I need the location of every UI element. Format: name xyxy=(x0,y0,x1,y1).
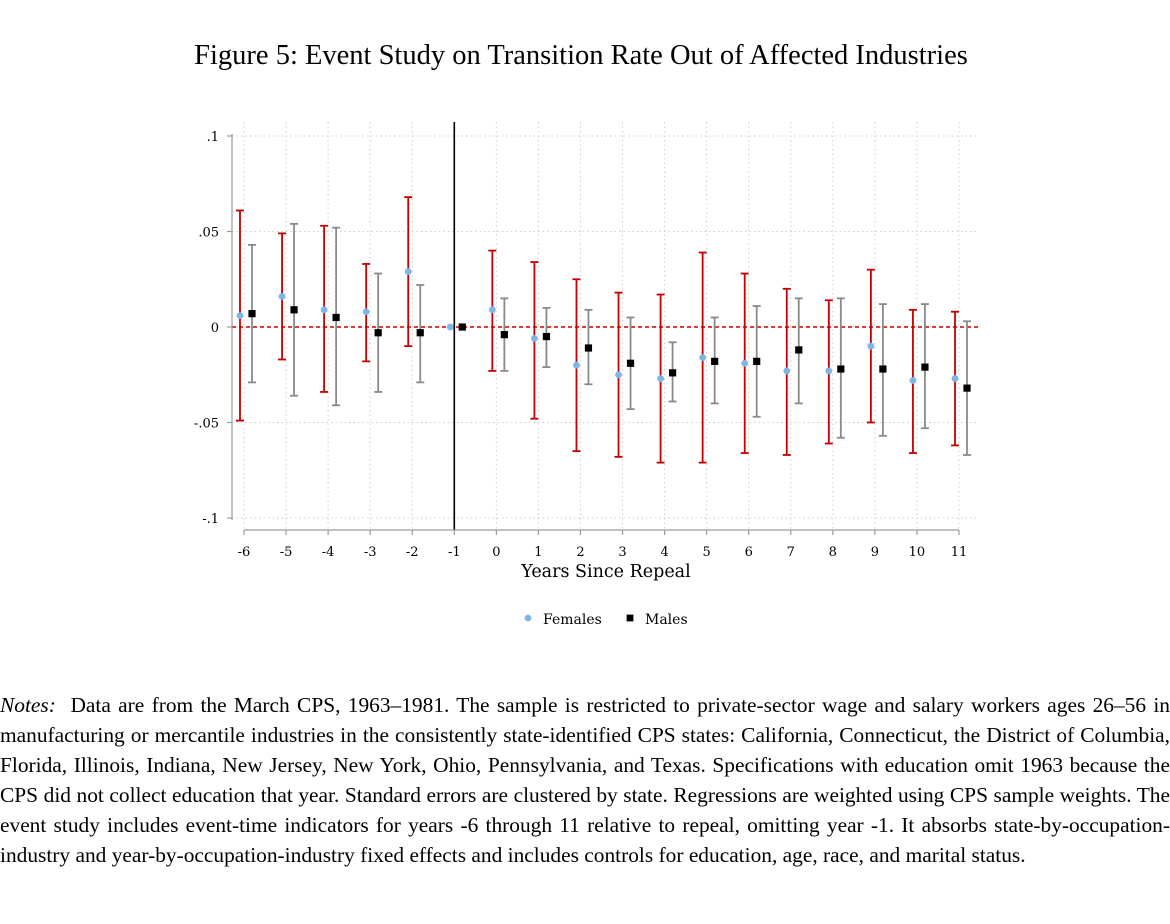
x-axis-label: Years Since Repeal xyxy=(520,562,691,582)
males-point xyxy=(837,365,845,373)
females-point xyxy=(699,354,707,361)
x-tick-label: 11 xyxy=(951,545,968,560)
legend: Females Males xyxy=(524,612,688,628)
x-tick-label: 8 xyxy=(829,545,837,560)
confidence-intervals xyxy=(236,196,971,464)
males-point xyxy=(626,359,635,367)
y-tick-label: 0 xyxy=(211,321,219,336)
y-tick-label: -.05 xyxy=(194,417,219,432)
x-tick-label: 4 xyxy=(660,545,668,560)
x-tick-label: 7 xyxy=(787,545,795,560)
x-tick-label: 10 xyxy=(909,545,926,560)
females-legend-marker xyxy=(524,614,532,622)
females-point xyxy=(531,335,538,342)
notes-text: Data are from the March CPS, 1963–1981. … xyxy=(0,693,1170,867)
gridlines xyxy=(232,122,978,530)
males-point xyxy=(921,363,929,371)
y-tick-label: .1 xyxy=(207,130,219,145)
females-point xyxy=(951,375,959,382)
females-point xyxy=(236,312,244,319)
females-point xyxy=(446,323,454,331)
figure-notes: Notes: Data are from the March CPS, 1963… xyxy=(0,690,1170,870)
x-tick-label: 1 xyxy=(534,545,542,560)
females-point xyxy=(783,367,791,375)
females-point xyxy=(573,361,580,369)
event-study-chart: .1.050-.05-.1-6 -5 -4 -3 -2 -1 0 1 2 3 4 5 6 7 8 9 10 11 … xyxy=(194,122,978,628)
males-point xyxy=(248,310,256,318)
males-point xyxy=(290,306,298,314)
females-point xyxy=(741,359,749,367)
males-point xyxy=(753,357,761,365)
males-point xyxy=(500,331,508,339)
males-point xyxy=(374,329,382,337)
males-point xyxy=(458,323,466,331)
males-point xyxy=(711,357,719,365)
males-legend-marker xyxy=(626,614,634,622)
x-tick-label: -1 xyxy=(448,545,461,560)
females-point xyxy=(615,371,622,379)
males-point xyxy=(416,329,424,337)
x-tick-label: 2 xyxy=(576,545,584,560)
axes: .1 .05 0 -.05 -.1 -6 -5 -4 -3 -2 -1 0 1 2 3 4 5 6 7 8 9 10 11 xyxy=(194,130,967,560)
males-point xyxy=(332,313,340,322)
females-point xyxy=(278,293,286,300)
x-tick-label: -6 xyxy=(238,545,251,560)
x-tick-label: -2 xyxy=(406,545,419,560)
males-point xyxy=(879,365,887,373)
x-tick-label: 3 xyxy=(618,545,626,560)
males-point xyxy=(963,384,971,392)
females-point xyxy=(909,377,917,384)
females-legend-label: Females xyxy=(543,612,602,628)
x-tick-label: -4 xyxy=(322,545,335,560)
x-tick-label: -3 xyxy=(364,545,377,560)
y-tick-label: .05 xyxy=(198,226,219,241)
males-point xyxy=(542,332,551,341)
males-point xyxy=(584,344,593,352)
females-point xyxy=(657,375,664,382)
x-tick-label: 0 xyxy=(492,545,500,560)
x-tick-label: 6 xyxy=(745,545,753,560)
reference-lines xyxy=(232,122,978,530)
females-point xyxy=(825,367,833,375)
females-point xyxy=(320,306,328,314)
females-point xyxy=(867,342,875,350)
figure-title: Figure 5: Event Study on Transition Rate… xyxy=(194,40,968,71)
x-tick-label: 9 xyxy=(871,545,879,560)
notes-label: Notes: xyxy=(0,693,56,717)
y-tick-label: -.1 xyxy=(202,512,219,527)
x-tick-label: 5 xyxy=(703,545,711,560)
x-tick-label: -5 xyxy=(280,545,293,560)
point-estimates xyxy=(236,268,971,392)
males-legend-label: Males xyxy=(645,612,688,628)
females-point xyxy=(488,306,496,314)
males-point xyxy=(795,346,803,354)
females-point xyxy=(404,268,412,276)
females-point xyxy=(362,308,370,316)
males-point xyxy=(668,369,677,377)
